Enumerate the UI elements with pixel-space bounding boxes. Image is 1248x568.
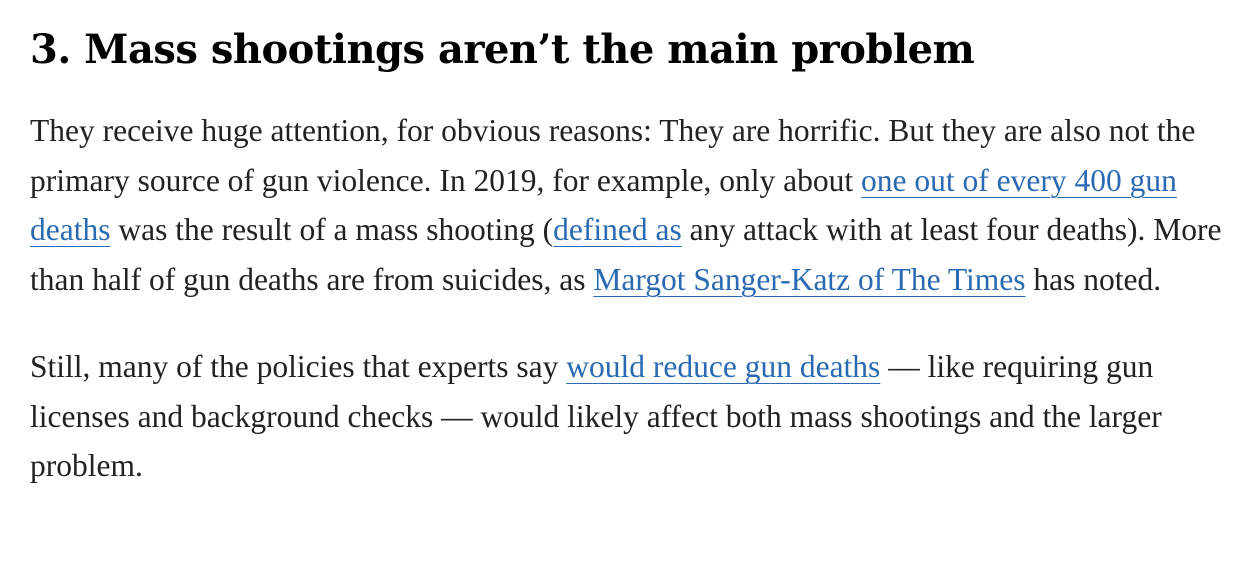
link-mass-shooting-definition[interactable]: defined as — [553, 212, 682, 247]
paragraph-text: Still, many of the policies that experts… — [30, 349, 567, 384]
link-margot-sanger-katz[interactable]: Margot Sanger-Katz of The Times — [593, 261, 1026, 297]
article-section: 3. Mass shootings aren’t the main proble… — [30, 22, 1230, 491]
paragraph-text: has noted. — [1025, 261, 1162, 297]
section-heading: 3. Mass shootings aren’t the main proble… — [30, 26, 975, 73]
link-reduce-gun-deaths[interactable]: would reduce gun deaths — [566, 349, 881, 384]
paragraph-text: They receive huge attention, for obvious… — [30, 113, 1196, 198]
paragraph-text: was the result of a mass shooting ( — [110, 212, 554, 247]
link-gun-deaths-statistic[interactable]: one out of every 400 gun deaths — [30, 162, 1177, 248]
paragraph-text: any attack with at least four deaths). M… — [30, 212, 1222, 297]
paragraph-mass-shootings: They receive huge attention, for obvious… — [30, 106, 1230, 304]
paragraph-policies: Still, many of the policies that experts… — [30, 342, 1230, 491]
paragraph-text: — like requiring gun licenses and backgr… — [30, 349, 1162, 483]
